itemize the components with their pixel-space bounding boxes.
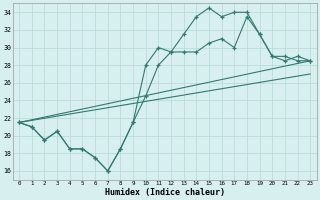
X-axis label: Humidex (Indice chaleur): Humidex (Indice chaleur)	[105, 188, 225, 197]
